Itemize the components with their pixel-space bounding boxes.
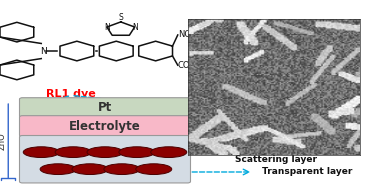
- Ellipse shape: [23, 147, 59, 157]
- Text: Transparent layer: Transparent layer: [262, 167, 352, 177]
- Text: S: S: [118, 13, 123, 22]
- FancyBboxPatch shape: [20, 116, 190, 137]
- Ellipse shape: [151, 147, 187, 157]
- Text: Pt: Pt: [98, 101, 112, 114]
- Text: Electrolyte: Electrolyte: [69, 120, 141, 132]
- Text: N: N: [104, 23, 110, 32]
- Text: N: N: [132, 23, 138, 32]
- Text: N: N: [40, 46, 46, 56]
- Text: ZnO: ZnO: [0, 132, 7, 150]
- Ellipse shape: [87, 147, 123, 157]
- FancyBboxPatch shape: [20, 98, 190, 118]
- Text: Scattering layer: Scattering layer: [235, 155, 316, 164]
- Text: RL1 dye: RL1 dye: [46, 89, 96, 98]
- Ellipse shape: [119, 147, 155, 157]
- Ellipse shape: [55, 147, 91, 157]
- FancyBboxPatch shape: [20, 136, 190, 183]
- Ellipse shape: [104, 164, 140, 174]
- Ellipse shape: [72, 164, 108, 174]
- Text: COOH: COOH: [178, 61, 203, 70]
- Ellipse shape: [136, 164, 172, 174]
- Text: NC: NC: [178, 30, 190, 40]
- Ellipse shape: [40, 164, 76, 174]
